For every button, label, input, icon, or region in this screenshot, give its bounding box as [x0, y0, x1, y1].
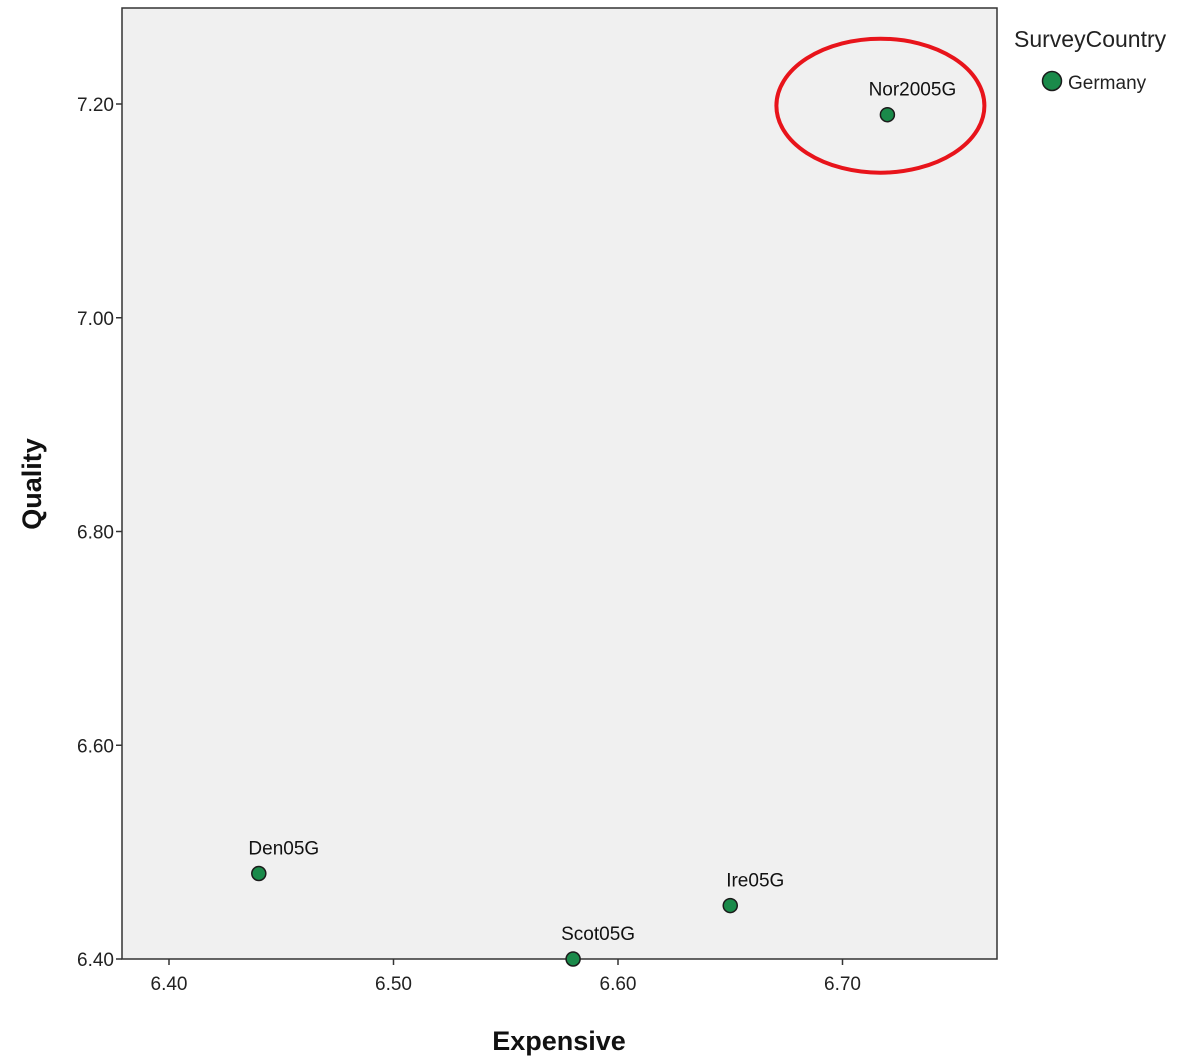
- y-tick-label: 6.80: [77, 523, 114, 544]
- legend-title: SurveyCountry: [1014, 26, 1167, 52]
- data-point-label: Ire05G: [726, 871, 784, 892]
- x-tick-label: 6.50: [375, 974, 412, 995]
- plot-area: [121, 7, 998, 960]
- data-point-label: Scot05G: [561, 924, 635, 945]
- data-point: [879, 106, 896, 123]
- x-axis-title: Expensive: [492, 1026, 626, 1056]
- y-tick-label: 7.20: [77, 95, 114, 116]
- x-tick-label: 6.70: [824, 974, 861, 995]
- x-axis-ticks: 6.40 6.50 6.60 6.70: [151, 959, 861, 995]
- y-tick-label: 7.00: [77, 309, 114, 330]
- annotations: [774, 36, 987, 175]
- legend-marker-germany: [1041, 70, 1063, 92]
- y-tick-label: 6.60: [77, 736, 114, 757]
- legend: SurveyCountry Germany: [1014, 26, 1167, 94]
- data-point: [722, 897, 738, 914]
- data-points: Nor2005G Den05G Ire05G Scot05G: [248, 80, 957, 967]
- data-point: [251, 865, 267, 882]
- x-tick-label: 6.60: [600, 974, 637, 995]
- y-tick-label: 6.40: [77, 950, 114, 971]
- data-point-label: Nor2005G: [869, 80, 957, 101]
- data-point-label: Den05G: [248, 839, 319, 860]
- highlight-ellipse: [774, 36, 987, 175]
- y-axis-ticks: 6.40 6.60 6.80 7.00 7.20: [77, 95, 122, 971]
- data-point: [565, 951, 581, 967]
- y-axis-title: Quality: [17, 438, 47, 530]
- legend-label-germany: Germany: [1068, 73, 1147, 94]
- x-tick-label: 6.40: [151, 974, 188, 995]
